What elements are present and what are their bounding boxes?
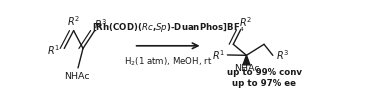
Text: $R^3$: $R^3$	[276, 48, 289, 62]
Text: up to 97% ee: up to 97% ee	[232, 79, 296, 88]
Text: [Rh(COD)($\mathit{Rc}$,$\mathit{Sp}$)-DuanPhos]BF$_4$: [Rh(COD)($\mathit{Rc}$,$\mathit{Sp}$)-Du…	[92, 21, 245, 34]
Text: NHAc: NHAc	[234, 64, 259, 73]
Text: $R^1$: $R^1$	[212, 48, 225, 62]
Text: $R^2$: $R^2$	[239, 16, 253, 29]
Text: up to 99% conv: up to 99% conv	[226, 68, 302, 77]
Text: $R^3$: $R^3$	[94, 17, 107, 31]
Text: H$_2$(1 atm), MeOH, rt: H$_2$(1 atm), MeOH, rt	[124, 55, 212, 68]
Text: NHAc: NHAc	[64, 72, 89, 81]
Polygon shape	[243, 55, 250, 65]
Text: $R^1$: $R^1$	[47, 43, 60, 57]
Text: $R^2$: $R^2$	[67, 15, 80, 28]
